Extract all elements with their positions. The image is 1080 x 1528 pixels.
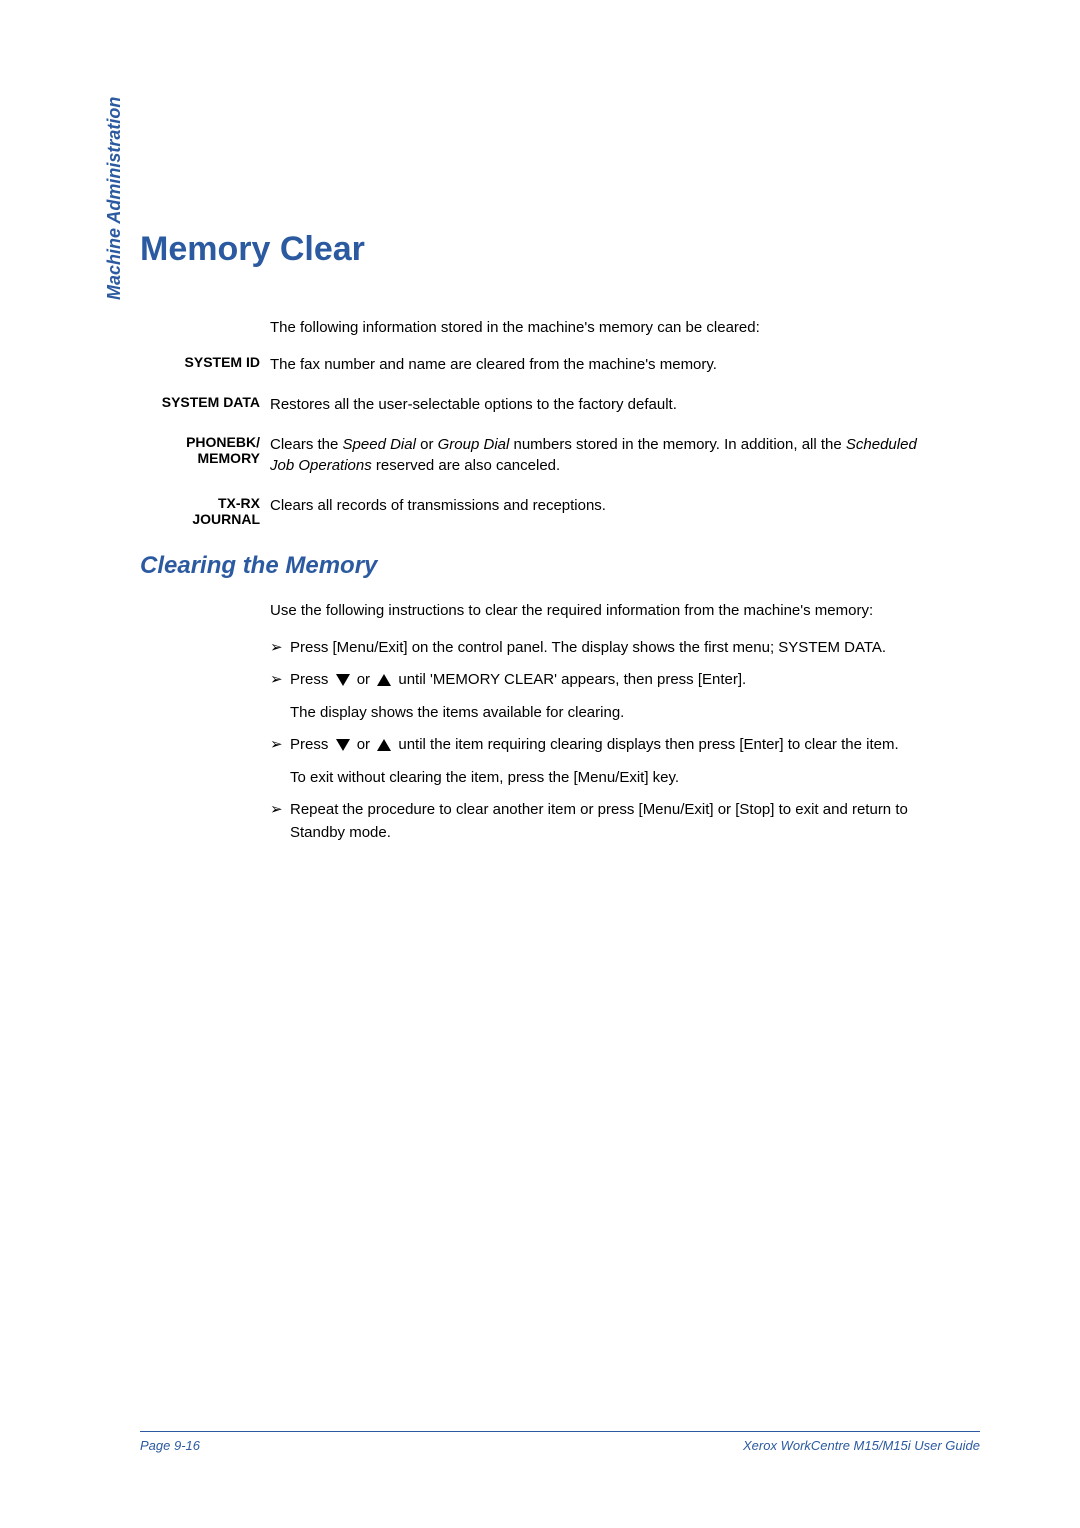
footer-guide-title: Xerox WorkCentre M15/M15i User Guide xyxy=(743,1438,980,1453)
step-text: Repeat the procedure to clear another it… xyxy=(290,799,940,844)
italic-text: Group Dial xyxy=(438,436,510,453)
instruction-step: ➢ Press or until the item requiring clea… xyxy=(270,734,980,789)
step-text: Press [Menu/Exit] on the control panel. … xyxy=(290,637,940,660)
step-sub-text: To exit without clearing the item, press… xyxy=(290,767,940,790)
definition-description: Clears all records of transmissions and … xyxy=(270,495,980,527)
bullet-icon: ➢ xyxy=(270,734,290,789)
step-text: Press or until the item requiring cleari… xyxy=(290,734,940,789)
definition-description: Restores all the user-selectable options… xyxy=(270,394,980,416)
instructions-intro: Use the following instructions to clear … xyxy=(270,600,980,623)
definition-row: PHONEBK/ MEMORY Clears the Speed Dial or… xyxy=(100,434,980,478)
text-span: Press xyxy=(290,736,333,753)
bullet-icon: ➢ xyxy=(270,669,290,724)
definition-row: SYSTEM DATA Restores all the user-select… xyxy=(100,394,980,416)
definition-description: The fax number and name are cleared from… xyxy=(270,354,980,376)
italic-text: Speed Dial xyxy=(343,436,416,453)
step-text: Press or until 'MEMORY CLEAR' appears, t… xyxy=(290,669,940,724)
definition-term: PHONEBK/ MEMORY xyxy=(100,434,270,478)
definition-term-line1: TX-RX xyxy=(218,495,260,511)
arrow-up-icon xyxy=(377,674,391,686)
instruction-step: ➢ Press [Menu/Exit] on the control panel… xyxy=(270,637,980,660)
text-span: Press xyxy=(290,671,333,688)
intro-text: The following information stored in the … xyxy=(270,319,980,336)
footer-divider xyxy=(140,1431,980,1432)
text-span: or xyxy=(357,736,375,753)
text-span: until 'MEMORY CLEAR' appears, then press… xyxy=(398,671,746,688)
definition-description: Clears the Speed Dial or Group Dial numb… xyxy=(270,434,980,478)
page-footer: Page 9-16 Xerox WorkCentre M15/M15i User… xyxy=(140,1431,980,1453)
text-span: numbers stored in the memory. In additio… xyxy=(509,436,846,453)
text-span: or xyxy=(357,671,375,688)
sub-heading: Clearing the Memory xyxy=(140,552,980,580)
definition-row: TX-RX JOURNAL Clears all records of tran… xyxy=(100,495,980,527)
instruction-step: ➢ Repeat the procedure to clear another … xyxy=(270,799,980,844)
step-sub-text: The display shows the items available fo… xyxy=(290,702,940,725)
definition-term-line2: JOURNAL xyxy=(192,511,260,527)
definition-term: SYSTEM DATA xyxy=(100,394,270,416)
instruction-step: ➢ Press or until 'MEMORY CLEAR' appears,… xyxy=(270,669,980,724)
arrow-up-icon xyxy=(377,739,391,751)
definition-term: TX-RX JOURNAL xyxy=(100,495,270,527)
bullet-icon: ➢ xyxy=(270,799,290,844)
arrow-down-icon xyxy=(336,674,350,686)
footer-page-number: Page 9-16 xyxy=(140,1438,200,1453)
definition-term: SYSTEM ID xyxy=(100,354,270,376)
arrow-down-icon xyxy=(336,739,350,751)
definition-row: SYSTEM ID The fax number and name are cl… xyxy=(100,354,980,376)
definition-term-line1: PHONEBK/ xyxy=(186,434,260,450)
bullet-icon: ➢ xyxy=(270,637,290,660)
text-span: or xyxy=(416,436,438,453)
page-title: Memory Clear xyxy=(140,230,980,269)
sidebar-section-label: Machine Administration xyxy=(104,97,125,300)
text-span: until the item requiring clearing displa… xyxy=(398,736,898,753)
text-span: Clears the xyxy=(270,436,343,453)
definition-term-line2: MEMORY xyxy=(198,450,260,466)
text-span: reserved are also canceled. xyxy=(372,457,560,474)
